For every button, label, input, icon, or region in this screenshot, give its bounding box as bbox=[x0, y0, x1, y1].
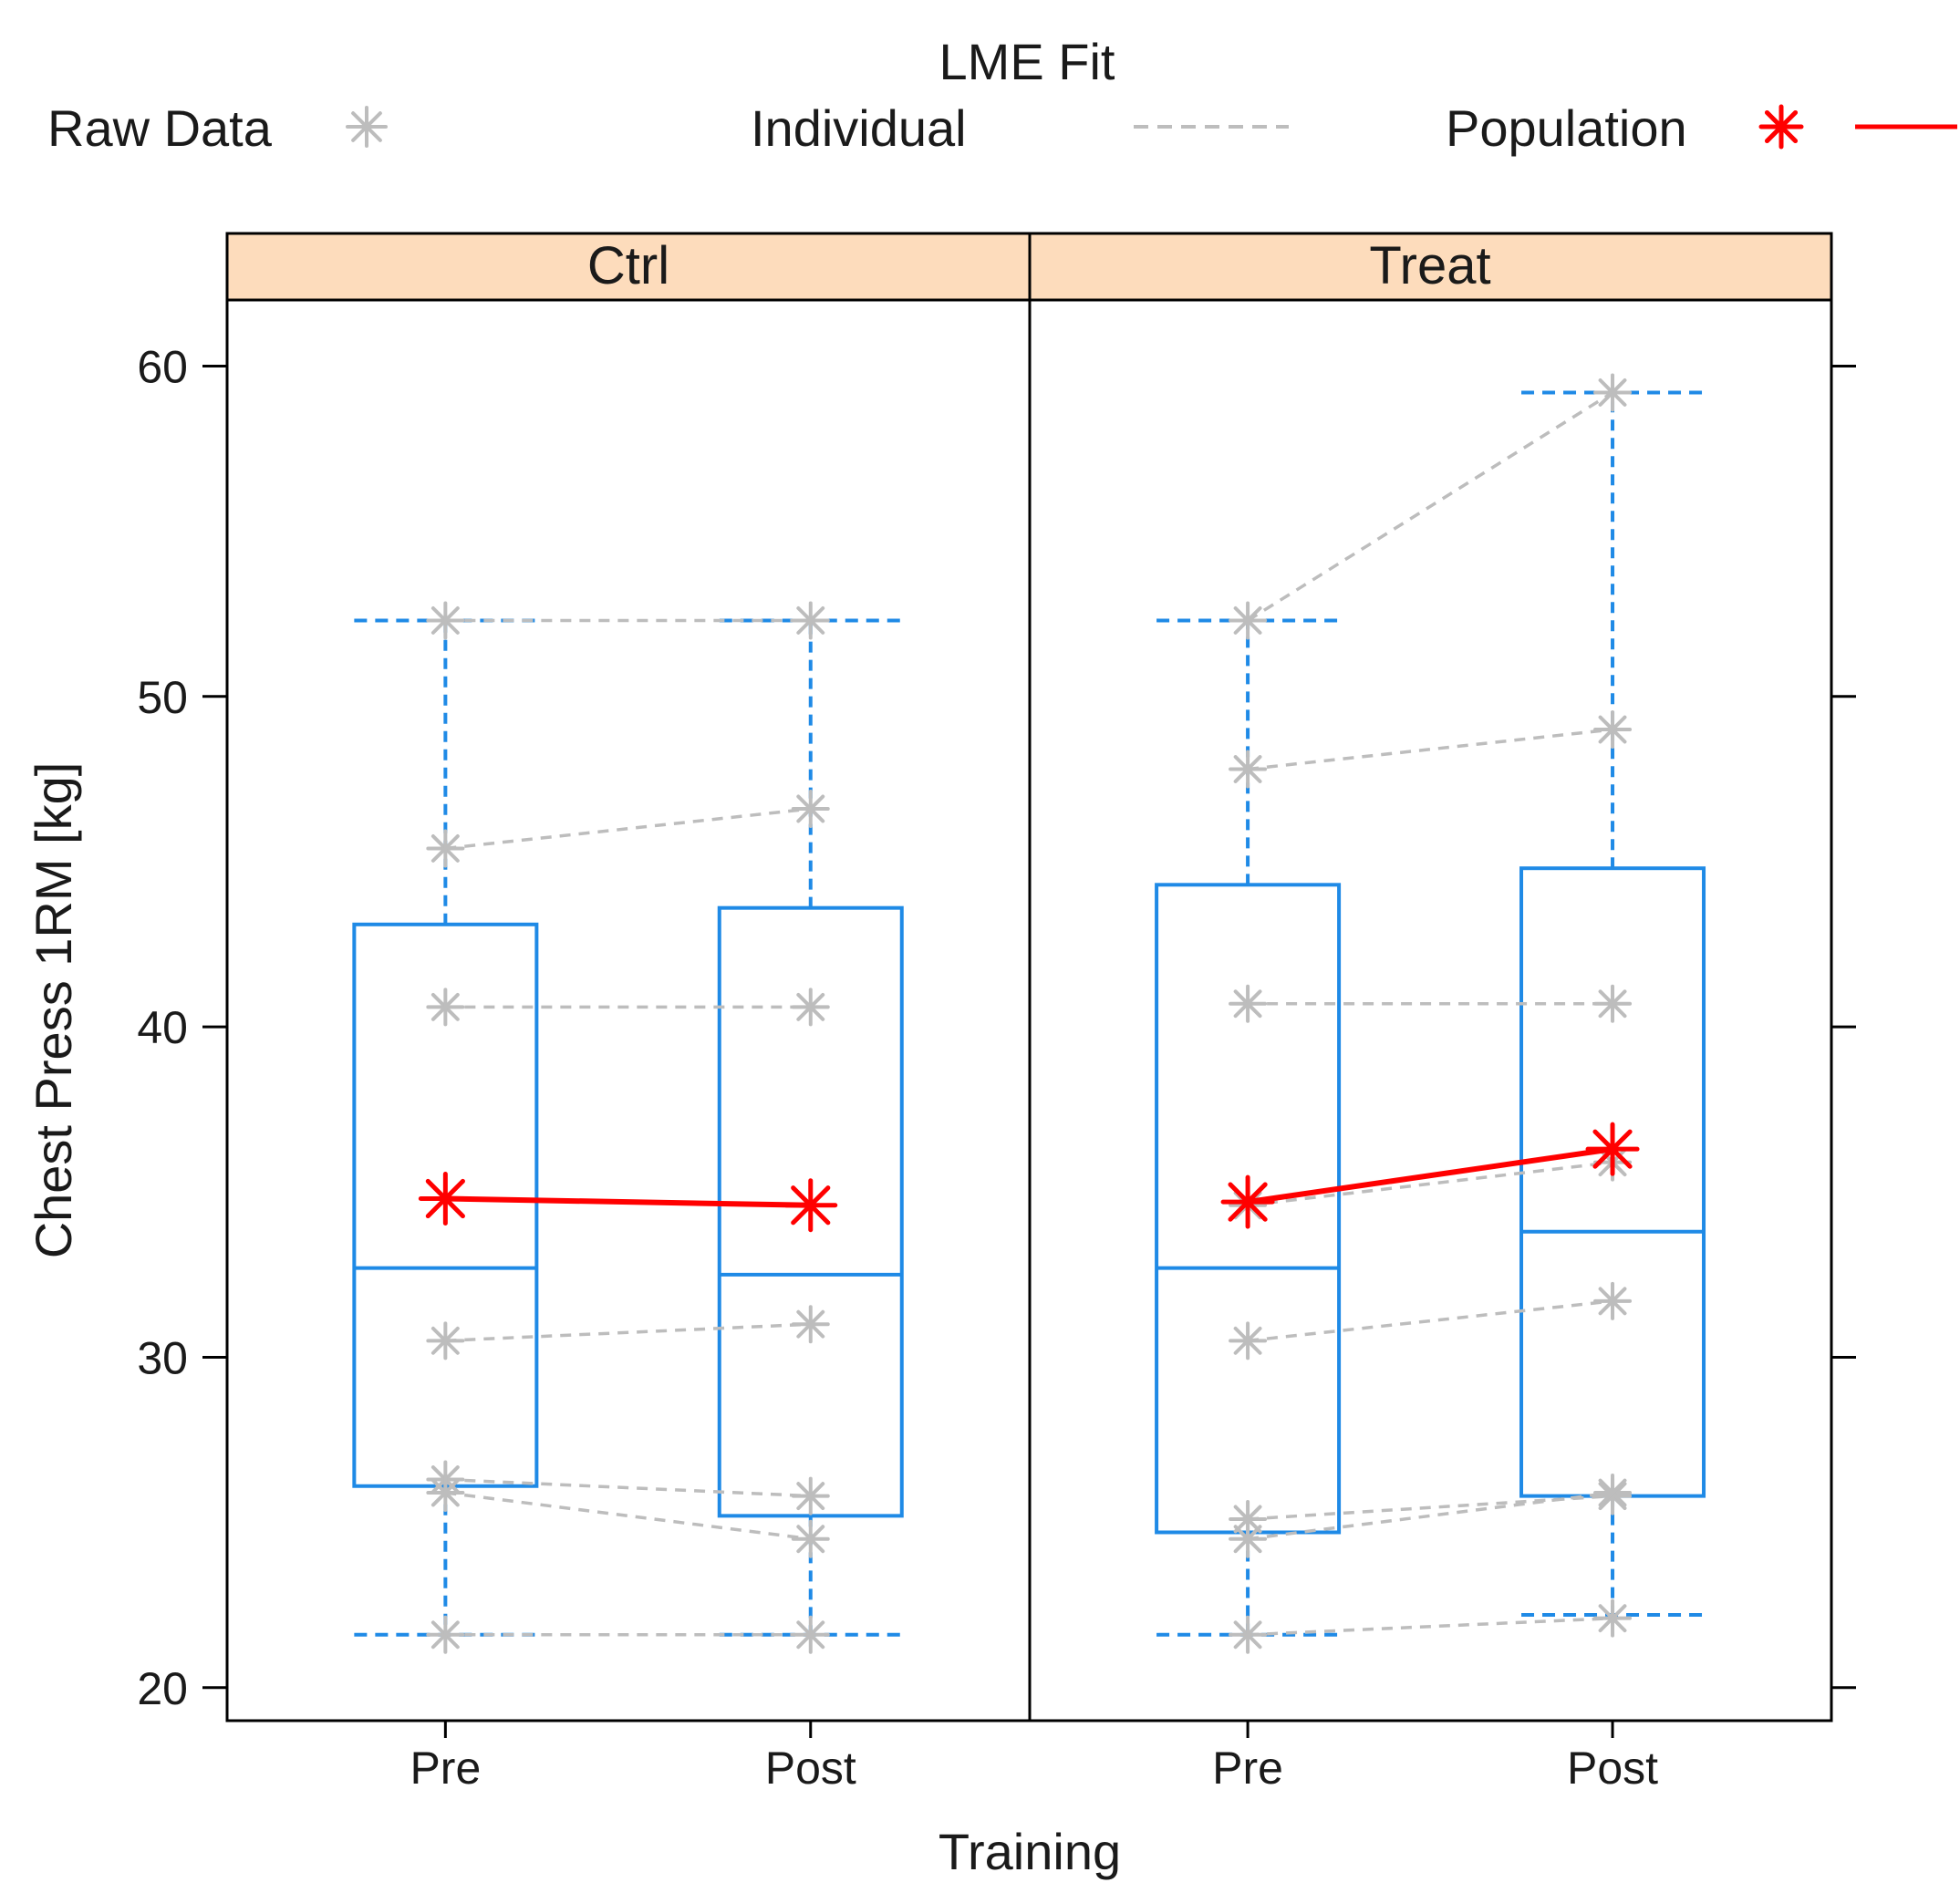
raw-point bbox=[426, 1321, 465, 1360]
raw-point bbox=[1229, 601, 1268, 640]
x-tick-label: Post bbox=[765, 1743, 856, 1794]
raw-point bbox=[791, 1615, 830, 1654]
y-tick-label: 20 bbox=[137, 1663, 188, 1714]
raw-point bbox=[1593, 1473, 1633, 1512]
raw-point bbox=[1229, 984, 1268, 1023]
raw-point bbox=[791, 1476, 830, 1515]
plot-area-treat bbox=[1155, 373, 1706, 1654]
legend-raw-marker bbox=[346, 106, 388, 148]
individual-line bbox=[1247, 1160, 1613, 1207]
x-axis-label: Training bbox=[939, 1823, 1121, 1880]
raw-point bbox=[426, 1473, 465, 1512]
population-point bbox=[1585, 1122, 1640, 1176]
legend-population-asterisk bbox=[1758, 104, 1804, 150]
y-axis-label: Chest Press 1RM [kg] bbox=[25, 762, 82, 1259]
population-point bbox=[783, 1178, 838, 1233]
individual-line bbox=[445, 1491, 811, 1541]
raw-point bbox=[1593, 1598, 1633, 1638]
population-point bbox=[1220, 1174, 1275, 1229]
x-tick-label: Pre bbox=[1212, 1743, 1283, 1794]
individual-line bbox=[1248, 1616, 1613, 1637]
raw-point bbox=[791, 1519, 830, 1558]
y-tick-label: 50 bbox=[137, 672, 188, 723]
raw-point bbox=[791, 601, 830, 640]
individual-line bbox=[1247, 728, 1613, 771]
raw-point bbox=[791, 988, 830, 1027]
plot-area-ctrl bbox=[352, 601, 904, 1654]
raw-point bbox=[426, 1615, 465, 1654]
panel-ctrl: Ctrl bbox=[225, 232, 1032, 1722]
raw-point bbox=[1229, 1519, 1268, 1558]
individual-line bbox=[1247, 390, 1613, 622]
individual-line bbox=[1247, 1491, 1613, 1541]
x-tick-label: Post bbox=[1567, 1743, 1658, 1794]
plot-frame-ctrl bbox=[225, 298, 1032, 1722]
individual-line bbox=[445, 1322, 811, 1343]
y-axis: 20 30 40 50 60 bbox=[137, 341, 1856, 1714]
individual-line bbox=[445, 1477, 811, 1498]
individual-line bbox=[445, 807, 811, 851]
legend: LME Fit Raw Data Individual Population bbox=[47, 33, 1957, 157]
legend-individual-label: Individual bbox=[751, 99, 967, 157]
y-tick-label: 30 bbox=[137, 1332, 188, 1383]
strip-label-treat: Treat bbox=[1369, 236, 1490, 295]
box bbox=[1519, 866, 1706, 1498]
legend-raw-label: Raw Data bbox=[47, 99, 273, 157]
legend-population-marker bbox=[1758, 104, 1804, 150]
raw-point bbox=[1593, 1281, 1633, 1320]
x-tick-label: Pre bbox=[410, 1743, 481, 1794]
raw-point bbox=[791, 1305, 830, 1344]
raw-point bbox=[1593, 984, 1633, 1023]
raw-point bbox=[1593, 373, 1633, 412]
x-axis: Pre Post Pre Post bbox=[410, 1721, 1658, 1794]
legend-raw-asterisk bbox=[346, 106, 388, 148]
strip-treat bbox=[1028, 232, 1833, 302]
legend-title: LME Fit bbox=[939, 33, 1115, 90]
raw-point bbox=[426, 601, 465, 640]
y-tick-label: 60 bbox=[137, 341, 188, 392]
plot-frame-treat bbox=[1028, 298, 1833, 1722]
box bbox=[717, 905, 904, 1518]
y-tick-label: 40 bbox=[137, 1002, 188, 1053]
raw-point bbox=[1229, 1321, 1268, 1360]
individual-line bbox=[1247, 1494, 1613, 1521]
strip-label-ctrl: Ctrl bbox=[587, 236, 669, 295]
raw-point bbox=[426, 988, 465, 1027]
population-line bbox=[1247, 1146, 1613, 1205]
raw-point bbox=[1229, 1615, 1268, 1654]
population-point bbox=[418, 1172, 472, 1226]
raw-point bbox=[1593, 710, 1633, 750]
population-line bbox=[445, 1195, 811, 1208]
raw-point bbox=[1229, 750, 1268, 789]
individual-line bbox=[1247, 1299, 1613, 1343]
raw-point bbox=[426, 829, 465, 868]
legend-population-label: Population bbox=[1446, 99, 1687, 157]
panel-treat: Treat bbox=[1028, 232, 1833, 1722]
raw-point bbox=[791, 789, 830, 828]
